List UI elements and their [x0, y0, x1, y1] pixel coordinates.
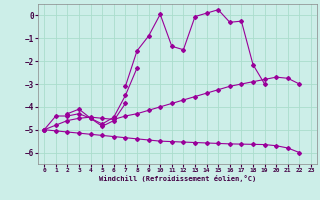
- X-axis label: Windchill (Refroidissement éolien,°C): Windchill (Refroidissement éolien,°C): [99, 175, 256, 182]
